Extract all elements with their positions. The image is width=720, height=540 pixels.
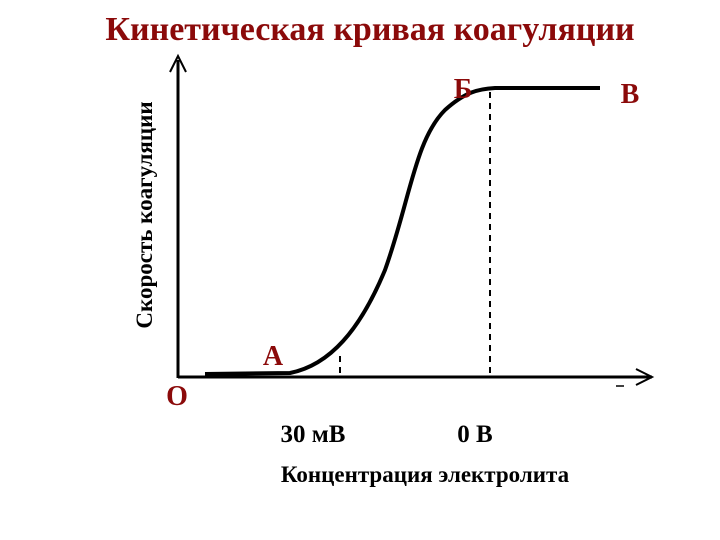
point-label: О: [166, 381, 188, 412]
x-label: 0 В: [457, 421, 492, 448]
x-axis-label: Концентрация электролита: [281, 462, 570, 487]
x-label: 30 мВ: [281, 421, 346, 448]
x-arrow: [635, 368, 655, 386]
point-label: В: [621, 79, 640, 110]
point-label: А: [263, 341, 284, 372]
y-arrow: [169, 53, 187, 73]
curve: [204, 86, 600, 376]
point-label: Б: [454, 74, 473, 105]
title: Кинетическая кривая коагуляции: [105, 11, 634, 48]
y-axis-label: Скорость коагуляции: [132, 101, 157, 328]
